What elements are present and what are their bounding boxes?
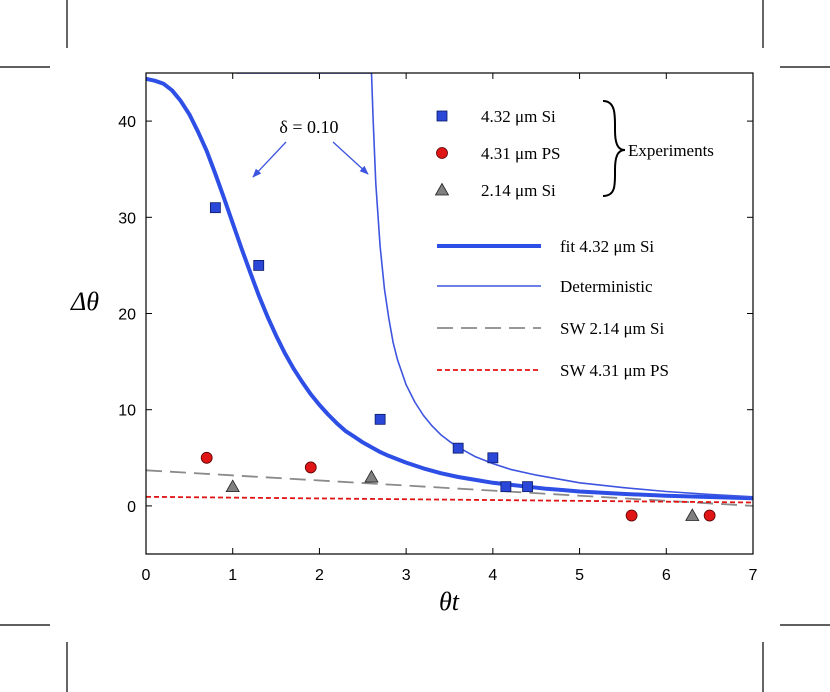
legend-marker-square: [436, 110, 448, 122]
chart-points: [200, 202, 716, 522]
series-line-deterministic: [236, 73, 753, 498]
y-tick-label: 0: [127, 499, 136, 516]
x-tick-label: 6: [662, 567, 671, 584]
legend-label: SW 2.14 μm Si: [560, 319, 664, 338]
data-point-square: [522, 481, 533, 493]
data-point-circle: [200, 451, 213, 464]
experiments-label: Experiments: [628, 141, 714, 160]
chart-curves: [146, 73, 753, 507]
x-axis-label: θt: [439, 587, 460, 616]
x-tick-label: 4: [488, 567, 497, 584]
data-point-square: [500, 481, 512, 493]
y-axis-label: Δθ: [70, 287, 99, 316]
y-tick-label: 40: [118, 114, 136, 131]
legend-label: SW 4.31 μm PS: [560, 361, 669, 380]
annotation-arrow-right: [332, 141, 369, 175]
data-point-square: [374, 413, 386, 425]
legend: 4.32 μm Si 4.31 μm PS 2.14 μm Si fit 4.32 μ…: [434, 107, 669, 380]
series-line-sw-2-14-m-si: [146, 469, 753, 507]
legend-label: fit 4.32 μm Si: [560, 237, 654, 256]
x-tick-label: 1: [228, 567, 237, 584]
data-point-triangle: [685, 508, 700, 521]
x-tick-label: 3: [402, 567, 411, 584]
data-point-triangle: [364, 469, 379, 483]
legend-marker-circle: [436, 147, 448, 159]
x-tick-label: 0: [142, 567, 151, 584]
data-point-circle: [625, 509, 638, 522]
annotation-arrow-left: [252, 141, 287, 178]
y-tick-label: 30: [118, 210, 136, 227]
delta-annotation: δ = 0.10: [279, 117, 338, 137]
data-point-square: [209, 202, 221, 214]
legend-label: 4.32 μm Si: [481, 107, 556, 126]
data-point-square: [487, 452, 499, 464]
series-line-sw-4-31-m-ps: [146, 495, 753, 504]
legend-marker-triangle: [434, 182, 450, 196]
data-point-triangle: [225, 479, 240, 493]
data-point-circle: [703, 509, 716, 522]
data-point-square: [452, 442, 464, 454]
experiments-brace: [602, 100, 626, 197]
axis-ticks: 0 1 2 3 4 5 6 7 0 10 20 30 40: [118, 73, 758, 584]
legend-label: 2.14 μm Si: [481, 181, 556, 200]
legend-label: 4.31 μm PS: [481, 144, 561, 163]
y-tick-label: 10: [118, 403, 136, 420]
x-tick-label: 2: [315, 567, 324, 584]
x-tick-label: 5: [575, 567, 584, 584]
data-point-square: [253, 259, 265, 271]
plot-frame: [145, 72, 754, 555]
y-tick-label: 20: [118, 307, 136, 324]
data-point-circle: [304, 461, 317, 474]
legend-label: Deterministic: [560, 277, 653, 296]
x-tick-label: 7: [749, 567, 758, 584]
